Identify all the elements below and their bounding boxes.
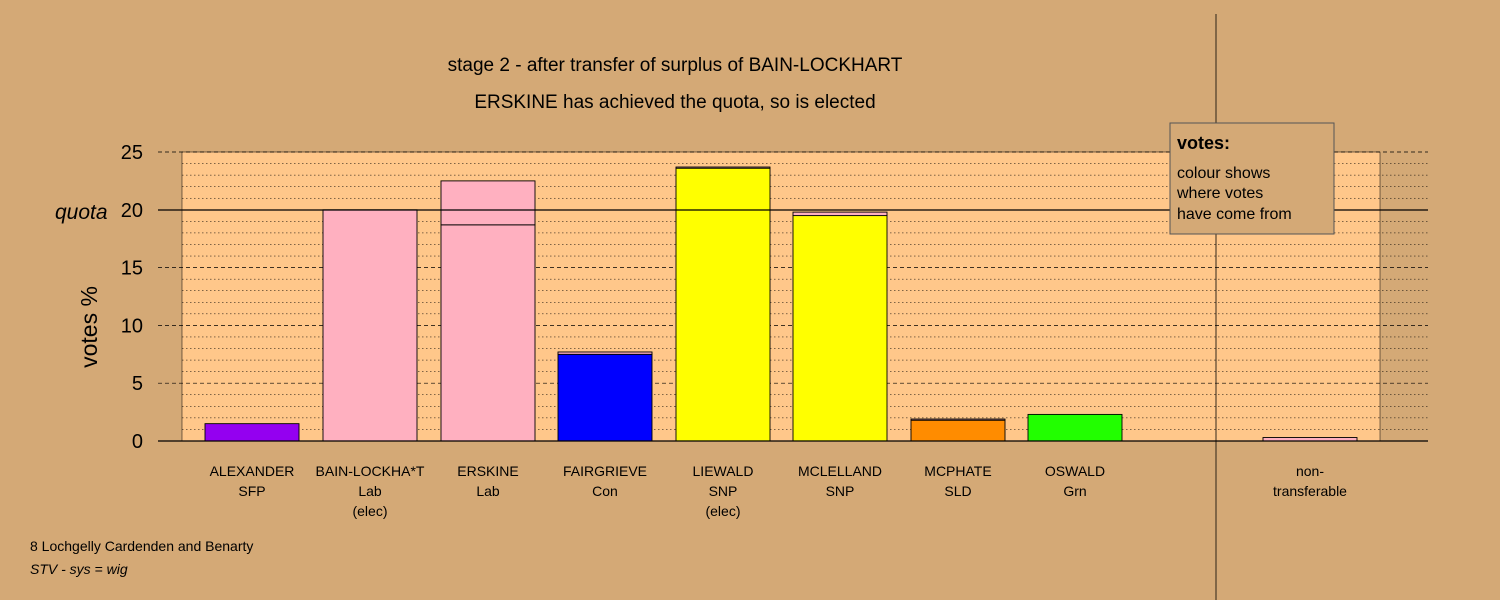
y-tick-label: 20 <box>121 200 143 222</box>
ward-name: 8 Lochgelly Cardenden and Benarty <box>30 538 253 554</box>
x-tick-labels: ALEXANDER SFP BAIN-LOCKHA*T Lab (elec) ERSKIN… <box>210 463 1348 519</box>
bar-segment <box>675 167 771 442</box>
bar-segment <box>910 418 1006 421</box>
x-tick-label: MCLELLAND <box>798 463 882 479</box>
bar-segment <box>440 224 536 442</box>
bar-segment <box>910 419 1006 442</box>
y-tick-labels: 0 5 10 15 20 25 <box>121 142 143 453</box>
bar-segment <box>204 423 300 442</box>
y-tick-label: 0 <box>132 431 143 453</box>
bar-segment <box>557 353 653 442</box>
bar-segment <box>557 351 653 355</box>
bar-segment <box>440 180 536 226</box>
bars-group <box>204 166 1358 442</box>
y-tick-label: 5 <box>132 373 143 395</box>
bar-segment <box>1027 413 1123 442</box>
system-note: STV - sys = wig <box>30 561 128 577</box>
quota-label: quota <box>55 201 108 224</box>
x-tick-label: (elec) <box>705 503 740 519</box>
x-tick-label: MCPHATE <box>924 463 991 479</box>
x-tick-label: LIEWALD <box>693 463 754 479</box>
x-tick-label: ERSKINE <box>457 463 518 479</box>
x-tick-label: Con <box>592 483 618 499</box>
bar-segment <box>322 209 418 442</box>
bar-segment <box>675 166 771 169</box>
x-tick-label: Lab <box>358 483 382 499</box>
x-tick-label: SNP <box>826 483 855 499</box>
x-tick-label: (elec) <box>352 503 387 519</box>
x-tick-label: Grn <box>1063 483 1086 499</box>
y-tick-label: 25 <box>121 142 143 164</box>
x-tick-label: Lab <box>476 483 500 499</box>
plot-frame <box>181 151 1381 442</box>
y-tick-label: 10 <box>121 315 143 337</box>
chart-subtitle: ERSKINE has achieved the quota, so is el… <box>474 92 875 113</box>
chart-title: stage 2 - after transfer of surplus of B… <box>448 55 903 76</box>
y-tick-label: 15 <box>121 258 143 280</box>
y-axis-label: votes % <box>76 286 102 368</box>
x-tick-label: OSWALD <box>1045 463 1105 479</box>
x-tick-label: SNP <box>709 483 738 499</box>
x-tick-label: SLD <box>944 483 971 499</box>
legend-title: votes: <box>1177 133 1230 153</box>
bar-segment <box>792 215 888 442</box>
legend-box: votes: colour shows where votes have com… <box>1169 122 1335 235</box>
x-tick-label: transferable <box>1273 483 1347 499</box>
bar-segment <box>792 211 888 217</box>
legend-line-2: where votes <box>1176 185 1263 202</box>
legend-line-1: colour shows <box>1177 165 1270 182</box>
x-tick-label: ALEXANDER <box>210 463 295 479</box>
x-tick-label: BAIN-LOCKHA*T <box>316 463 425 479</box>
x-tick-label: FAIRGRIEVE <box>563 463 647 479</box>
x-tick-label: non- <box>1296 463 1324 479</box>
x-tick-label: SFP <box>238 483 265 499</box>
legend-line-3: have come from <box>1177 206 1292 223</box>
